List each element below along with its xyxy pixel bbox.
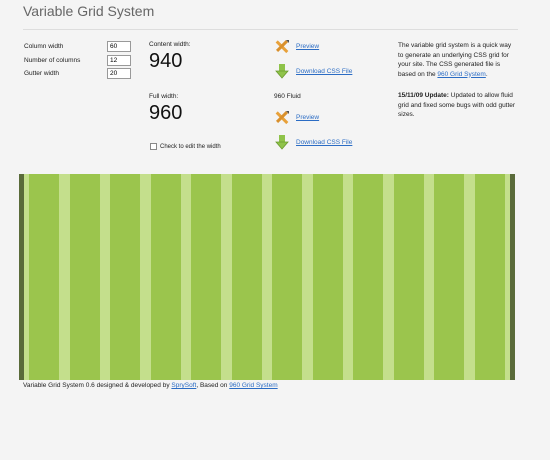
grid-column bbox=[110, 174, 141, 380]
description-update: 15/11/09 Update: Updated to allow fluid … bbox=[398, 91, 516, 120]
download-arrow-icon bbox=[275, 64, 289, 79]
grid-column bbox=[29, 174, 60, 380]
full-width-block: Full width: 960 bbox=[149, 93, 182, 125]
fixed-preview-item[interactable]: Preview bbox=[274, 37, 352, 55]
fixed-download-link[interactable]: Download CSS File bbox=[296, 67, 353, 75]
fluid-preview-link[interactable]: Preview bbox=[296, 113, 320, 121]
content-width-value: 940 bbox=[149, 50, 183, 72]
setting-row-gutter-width: Gutter width bbox=[24, 68, 134, 82]
fluid-download-item[interactable]: Download CSS File bbox=[274, 133, 352, 151]
fixed-preview-link[interactable]: Preview bbox=[296, 42, 320, 50]
column-width-label: Column width bbox=[24, 43, 64, 50]
pencil-ruler-icon bbox=[275, 39, 289, 54]
number-of-columns-input[interactable] bbox=[107, 54, 131, 66]
edit-width-toggle[interactable]: Check to edit the width bbox=[150, 143, 221, 150]
download-arrow-icon bbox=[275, 135, 289, 150]
960-grid-system-footer-link[interactable]: 960 Grid System bbox=[229, 382, 278, 389]
setting-row-column-width: Column width bbox=[24, 41, 134, 55]
grid-column bbox=[231, 174, 262, 380]
edit-width-label: Check to edit the width bbox=[160, 143, 221, 150]
fluid-download-link[interactable]: Download CSS File bbox=[296, 138, 353, 146]
grid-column bbox=[353, 174, 384, 380]
fluid-heading: 960 Fluid bbox=[274, 93, 301, 100]
fluid-preview-item[interactable]: Preview bbox=[274, 108, 352, 126]
page-title: Variable Grid System bbox=[23, 3, 155, 19]
grid-column bbox=[393, 174, 424, 380]
header-divider bbox=[23, 29, 518, 30]
gutter-width-input[interactable] bbox=[107, 68, 131, 79]
grid-column bbox=[69, 174, 100, 380]
description-intro-end: . bbox=[485, 70, 488, 78]
edit-width-checkbox[interactable] bbox=[150, 143, 157, 150]
grid-settings: Column width Number of columns Gutter wi… bbox=[24, 41, 134, 82]
number-of-columns-label: Number of columns bbox=[24, 56, 81, 64]
grid-column bbox=[272, 174, 303, 380]
footer-middle-text: , Based on bbox=[196, 382, 230, 389]
grid-preview-canvas bbox=[24, 174, 510, 380]
footer: Variable Grid System 0.6 designed & deve… bbox=[23, 382, 278, 389]
gutter-width-label: Gutter width bbox=[24, 70, 60, 77]
grid-preview bbox=[19, 174, 515, 380]
grid-column bbox=[474, 174, 505, 380]
setting-row-number-of-columns: Number of columns bbox=[24, 54, 134, 69]
fixed-download-item[interactable]: Download CSS File bbox=[274, 62, 352, 80]
fluid-downloads: Preview Download CSS File bbox=[274, 108, 352, 151]
full-width-label: Full width: bbox=[149, 93, 179, 100]
content-width-label: Content width: bbox=[149, 41, 191, 48]
fixed-downloads: Preview Download CSS File bbox=[274, 37, 352, 80]
footer-text: Variable Grid System 0.6 designed & deve… bbox=[23, 382, 172, 389]
update-text: Updated to allow fluid grid and fixed so… bbox=[398, 92, 516, 118]
pencil-ruler-icon bbox=[275, 110, 289, 125]
grid-column bbox=[150, 174, 181, 380]
spry-soft-link[interactable]: SpryS​oft bbox=[171, 382, 197, 389]
column-width-input[interactable] bbox=[107, 41, 131, 52]
grid-column bbox=[434, 174, 465, 380]
grid-column bbox=[312, 174, 343, 380]
content-width-block: Content width: 940 bbox=[149, 41, 191, 73]
description-intro-text: The variable grid system is a quick way … bbox=[398, 42, 512, 78]
grid-column bbox=[191, 174, 222, 380]
description-intro: The variable grid system is a quick way … bbox=[398, 41, 516, 79]
update-label: 15/11/09 Update: bbox=[398, 92, 449, 99]
full-width-value: 960 bbox=[149, 102, 183, 124]
960-grid-system-link[interactable]: 960 Grid System bbox=[437, 70, 486, 78]
